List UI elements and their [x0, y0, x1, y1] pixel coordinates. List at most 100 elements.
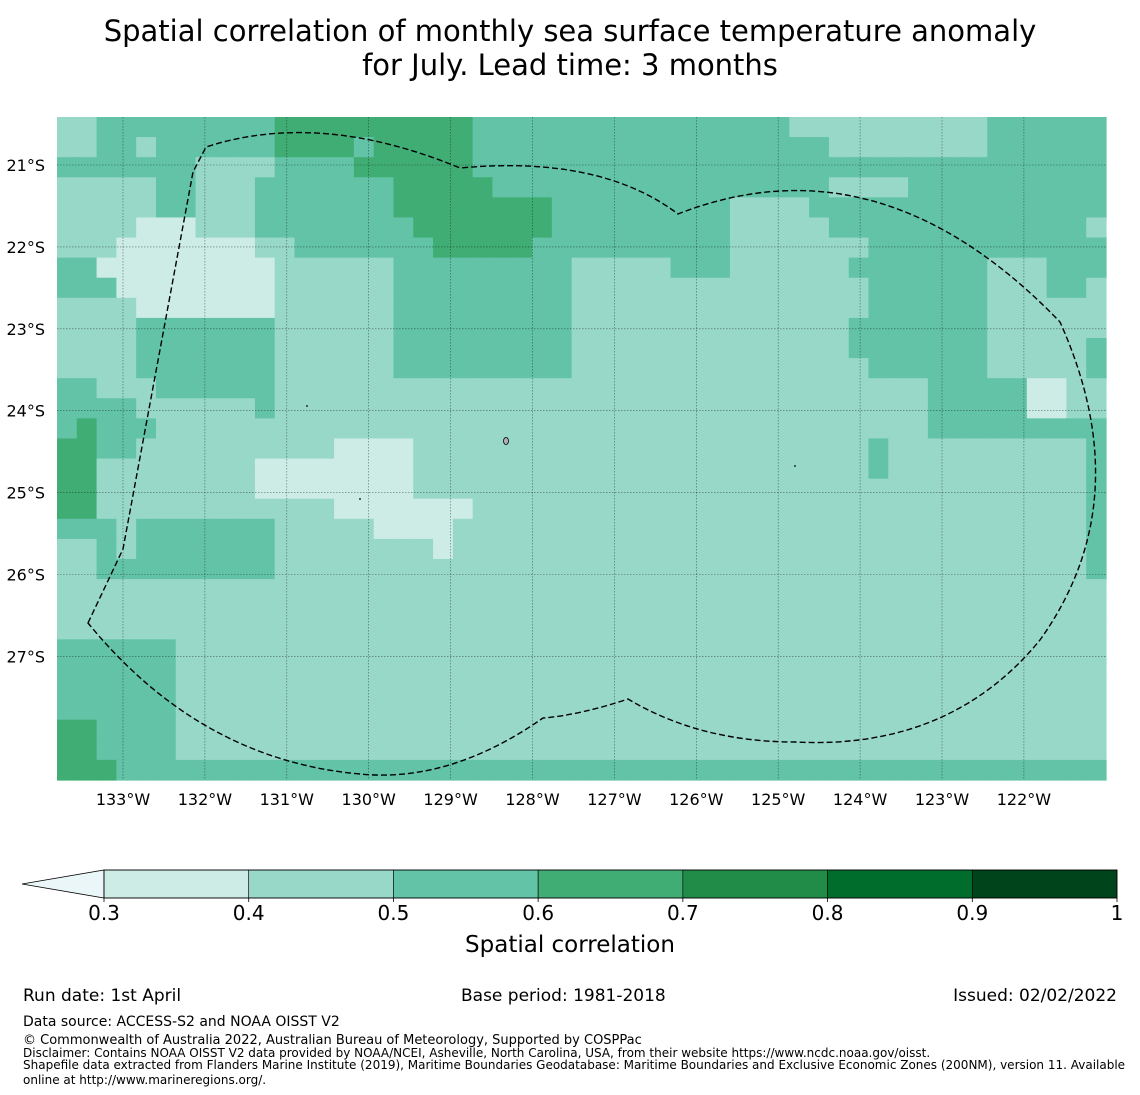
grid-cell — [749, 117, 771, 138]
grid-cell — [1007, 117, 1028, 138]
grid-cell — [274, 639, 296, 661]
grid-cell — [116, 317, 137, 339]
grid-cell — [611, 358, 632, 379]
grid-cell — [353, 378, 375, 399]
grid-cell — [413, 317, 434, 339]
grid-cell — [1086, 297, 1107, 319]
grid-cell — [1046, 257, 1068, 279]
grid-cell — [433, 518, 454, 540]
grid-cell — [433, 498, 454, 520]
grid-cell — [551, 257, 573, 279]
grid-cell — [433, 338, 454, 359]
grid-cell — [452, 458, 474, 480]
grid-cell — [551, 297, 573, 319]
grid-cell — [155, 277, 177, 299]
grid-cell — [393, 438, 414, 460]
grid-cell — [492, 478, 513, 500]
grid-cell — [1086, 719, 1107, 741]
grid-cell — [294, 538, 315, 560]
grid-cell — [789, 317, 810, 339]
grid-cell — [769, 117, 790, 138]
grid-cell — [789, 699, 810, 721]
grid-cell — [353, 498, 375, 520]
grid-cell — [670, 438, 691, 460]
grid-cell — [987, 599, 1008, 620]
grid-cell — [611, 518, 632, 540]
grid-cell — [1007, 137, 1028, 158]
grid-cell — [591, 498, 612, 520]
grid-cell — [551, 438, 573, 460]
grid-cell — [452, 478, 474, 500]
grid-cell — [393, 538, 414, 560]
grid-cell — [551, 559, 573, 580]
grid-cell — [155, 719, 177, 741]
grid-cell — [1066, 478, 1087, 500]
latitude-labels: 21°S22°S23°S24°S25°S26°S27°S — [6, 156, 45, 666]
grid-cell — [868, 559, 889, 580]
grid-cell — [512, 418, 533, 440]
grid-cell — [908, 438, 929, 460]
grid-cell — [393, 177, 414, 198]
grid-cell — [452, 719, 474, 741]
grid-cell — [729, 619, 751, 640]
grid-cell — [314, 518, 335, 540]
grid-cell — [155, 358, 177, 379]
grid-cell — [729, 358, 751, 379]
grid-cell — [334, 719, 355, 741]
grid-cell — [512, 317, 533, 339]
grid-cell — [888, 297, 909, 319]
grid-cell — [175, 559, 197, 580]
grid-cell — [947, 538, 969, 560]
grid-cell — [334, 338, 355, 359]
grid-cell — [175, 518, 197, 540]
grid-cell — [1046, 277, 1068, 299]
grid-cell — [136, 759, 157, 781]
grid-cell — [492, 217, 513, 239]
grid-cell — [353, 438, 375, 460]
colorbar-tick-label: 0.9 — [956, 901, 988, 925]
grid-cell — [76, 538, 98, 560]
grid-cell — [413, 398, 434, 419]
grid-cell — [254, 277, 276, 299]
grid-cell — [96, 358, 117, 379]
grid-cell — [512, 237, 533, 259]
grid-cell — [274, 257, 296, 279]
grid-cell — [1066, 398, 1087, 419]
grid-cell — [175, 639, 197, 661]
grid-cell — [294, 518, 315, 540]
grid-cell — [630, 599, 652, 620]
grid-cell — [828, 458, 850, 480]
grid-cell — [868, 498, 889, 520]
grid-cell — [789, 177, 810, 198]
grid-cell — [611, 699, 632, 721]
grid-cell — [828, 739, 850, 761]
grid-cell — [848, 338, 870, 359]
grid-cell — [809, 378, 830, 399]
grid-cell — [611, 338, 632, 359]
grid-cell — [591, 237, 612, 259]
grid-cell — [472, 438, 494, 460]
grid-cell — [96, 137, 117, 158]
grid-cell — [848, 257, 870, 279]
grid-cell — [1066, 639, 1087, 661]
grid-cell — [809, 237, 830, 259]
grid-cell — [571, 257, 592, 279]
grid-cell — [353, 237, 375, 259]
grid-cell — [512, 559, 533, 580]
grid-cell — [888, 659, 909, 681]
grid-cell — [809, 478, 830, 500]
grid-cell — [789, 719, 810, 741]
grid-cell — [274, 458, 296, 480]
grid-cell — [314, 679, 335, 701]
grid-cell — [57, 639, 78, 661]
longitude-label: 133°W — [96, 790, 151, 809]
grid-cell — [710, 378, 731, 399]
grid-cell — [472, 317, 494, 339]
grid-cell — [472, 197, 494, 219]
grid-cell — [690, 217, 711, 239]
grid-cell — [57, 518, 78, 540]
grid-cell — [512, 478, 533, 500]
grid-cell — [650, 538, 672, 560]
grid-cell — [195, 438, 216, 460]
grid-cell — [512, 659, 533, 681]
